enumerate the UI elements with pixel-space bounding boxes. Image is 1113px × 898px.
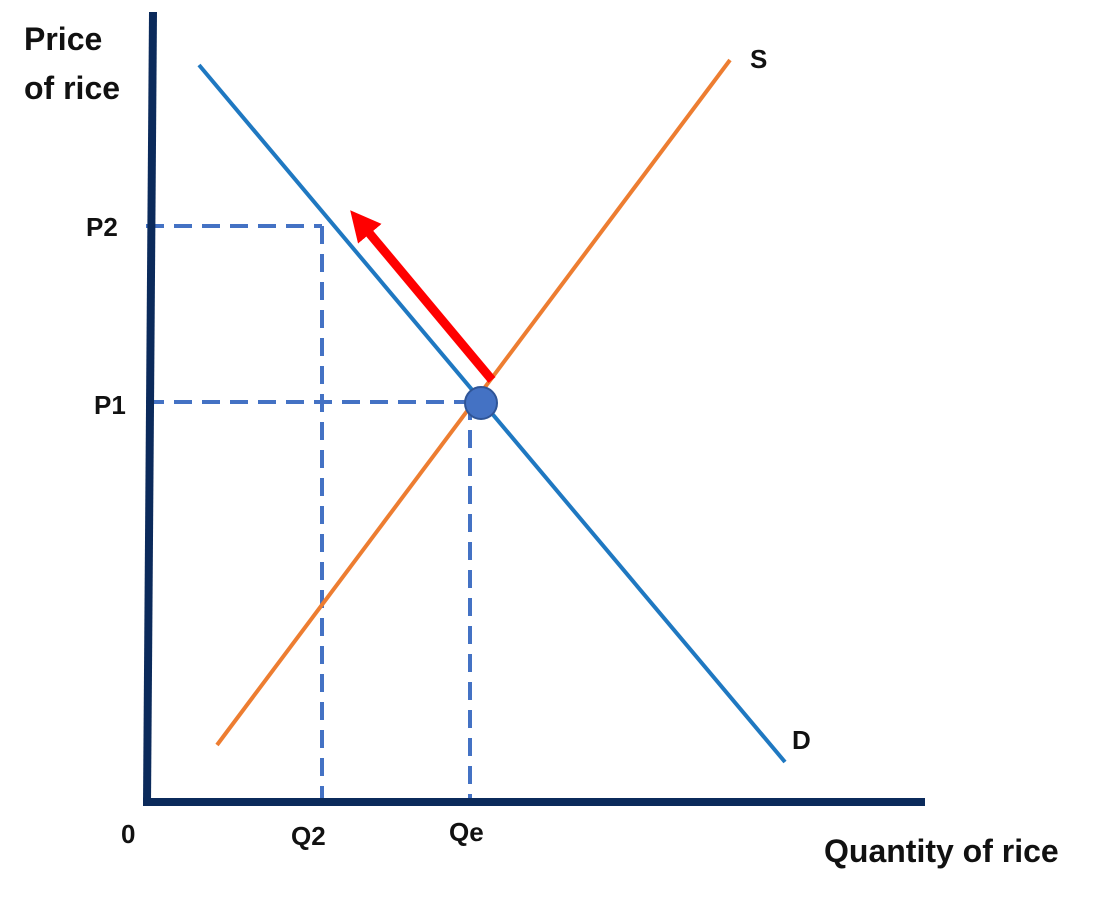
equilibrium-point <box>464 386 498 420</box>
x-axis-label: Quantity of rice <box>824 833 1059 869</box>
qe-label: Qe <box>449 817 484 847</box>
origin-label: 0 <box>121 819 135 849</box>
price-increase-arrow <box>350 210 496 383</box>
y-axis-label: Price of rice <box>24 21 120 106</box>
p2-label: P2 <box>86 212 118 242</box>
y-axis-label-line-1: Price <box>24 21 102 57</box>
p1-label: P1 <box>94 390 126 420</box>
q2-label: Q2 <box>291 821 326 851</box>
y-axis <box>143 11 157 804</box>
supply-label: S <box>750 44 767 74</box>
y-axis-label-line-2: of rice <box>24 70 120 106</box>
demand-label: D <box>792 725 811 755</box>
